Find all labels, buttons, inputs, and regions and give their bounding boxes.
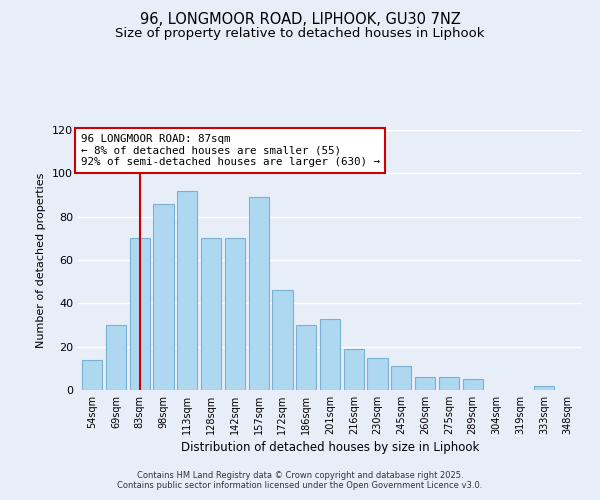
- Bar: [367, 358, 388, 390]
- Bar: [439, 377, 459, 390]
- Text: 96, LONGMOOR ROAD, LIPHOOK, GU30 7NZ: 96, LONGMOOR ROAD, LIPHOOK, GU30 7NZ: [140, 12, 460, 28]
- Bar: [106, 325, 126, 390]
- Text: Contains HM Land Registry data © Crown copyright and database right 2025.
Contai: Contains HM Land Registry data © Crown c…: [118, 470, 482, 490]
- Bar: [534, 386, 554, 390]
- Bar: [272, 290, 293, 390]
- Bar: [130, 238, 150, 390]
- Bar: [82, 360, 103, 390]
- Bar: [248, 197, 269, 390]
- Text: Size of property relative to detached houses in Liphook: Size of property relative to detached ho…: [115, 28, 485, 40]
- Bar: [415, 377, 435, 390]
- Bar: [154, 204, 173, 390]
- Bar: [391, 366, 412, 390]
- Bar: [177, 190, 197, 390]
- Bar: [296, 325, 316, 390]
- Y-axis label: Number of detached properties: Number of detached properties: [37, 172, 46, 348]
- Bar: [344, 349, 364, 390]
- Text: 96 LONGMOOR ROAD: 87sqm
← 8% of detached houses are smaller (55)
92% of semi-det: 96 LONGMOOR ROAD: 87sqm ← 8% of detached…: [80, 134, 380, 167]
- X-axis label: Distribution of detached houses by size in Liphook: Distribution of detached houses by size …: [181, 442, 479, 454]
- Bar: [201, 238, 221, 390]
- Bar: [463, 379, 483, 390]
- Bar: [320, 318, 340, 390]
- Bar: [225, 238, 245, 390]
